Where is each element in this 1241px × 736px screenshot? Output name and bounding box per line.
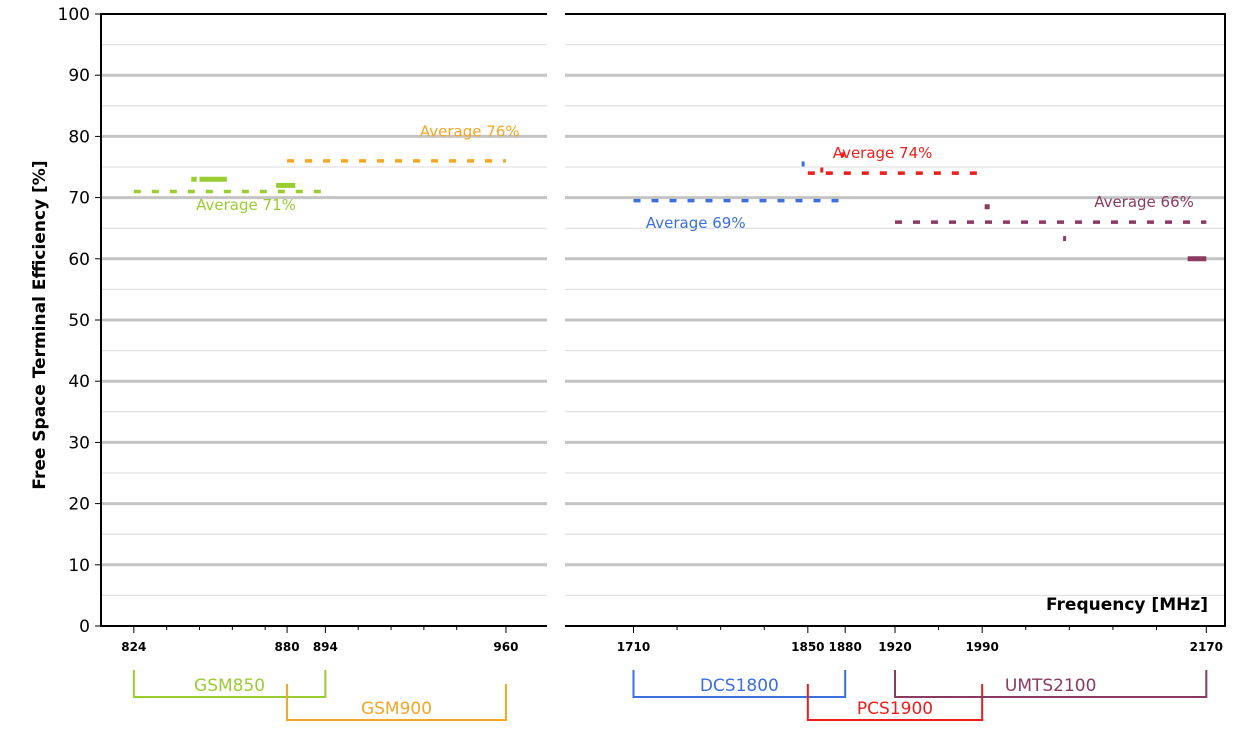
band-label: GSM850 xyxy=(194,676,265,696)
band-brackets: GSM850 GSM900 DCS1800 PCS1900 UMTS2100 xyxy=(132,670,1208,721)
x-tick-label: 894 xyxy=(313,640,338,654)
band-bracket xyxy=(806,684,984,721)
x-tick-label: 1710 xyxy=(617,640,650,654)
band-bracket xyxy=(894,670,1208,698)
y-tick-label: 60 xyxy=(68,250,90,270)
series-gsm850: Average 71% xyxy=(133,176,326,214)
band-bracket xyxy=(286,684,507,721)
x-tick-label: 880 xyxy=(275,640,300,654)
y-tick-label: 70 xyxy=(68,189,90,209)
x-tick-label: 824 xyxy=(121,640,146,654)
y-tick-label: 40 xyxy=(68,372,90,392)
average-label-gsm850: Average 71% xyxy=(196,196,296,214)
x-tick-label: 1920 xyxy=(878,640,911,654)
x-axis-title: Frequency [MHz] xyxy=(1046,595,1208,615)
y-tick-label: 0 xyxy=(79,617,90,637)
band-bracket xyxy=(632,670,847,698)
series-umts2100: Average 66% xyxy=(895,193,1207,262)
y-tick-label: 80 xyxy=(68,127,90,147)
band-gsm900: GSM900 xyxy=(286,684,507,721)
series-dcs1800: Average 69% xyxy=(633,161,846,232)
x-tick-label: 960 xyxy=(493,640,518,654)
x-tick-label: 1850 xyxy=(791,640,824,654)
y-tick-label: 100 xyxy=(58,5,90,25)
y-tick-label: 30 xyxy=(68,433,90,453)
average-label-gsm900: Average 76% xyxy=(420,122,520,140)
x-tick-label: 1880 xyxy=(828,640,861,654)
band-pcs1900: PCS1900 xyxy=(806,684,984,721)
grid-layer xyxy=(101,44,1225,596)
y-tick-label: 90 xyxy=(68,66,90,86)
band-label: GSM900 xyxy=(361,699,432,719)
band-label: PCS1900 xyxy=(857,699,933,719)
band-dcs1800: DCS1800 xyxy=(632,670,847,698)
series-layer: Average 71% Average 76% Average 69% Average… xyxy=(133,122,1207,262)
band-bracket xyxy=(132,670,327,698)
band-gsm850: GSM850 xyxy=(132,670,327,698)
y-ticks: 0 10 20 30 40 50 60 70 80 90 100 xyxy=(58,5,101,637)
average-label-pcs1900: Average 74% xyxy=(833,144,933,162)
average-label-dcs1800: Average 69% xyxy=(646,214,746,232)
axis-break xyxy=(547,6,565,630)
band-label: DCS1800 xyxy=(700,676,779,696)
y-tick-label: 20 xyxy=(68,495,90,515)
y-tick-label: 10 xyxy=(68,556,90,576)
average-label-umts2100: Average 66% xyxy=(1094,193,1194,211)
y-tick-label: 50 xyxy=(68,311,90,331)
series-pcs1900: Average 74% xyxy=(807,144,983,175)
y-axis-title: Free Space Terminal Efficiency [%] xyxy=(30,160,50,489)
x-ticks: 824 880 894 960 1710 1850 1880 1920 1990 2170 xyxy=(121,626,1223,654)
x-tick-label: 1990 xyxy=(965,640,998,654)
band-umts2100: UMTS2100 xyxy=(894,670,1208,698)
band-label: UMTS2100 xyxy=(1005,676,1097,696)
x-tick-label: 2170 xyxy=(1190,640,1223,654)
series-gsm900: Average 76% xyxy=(287,122,520,163)
